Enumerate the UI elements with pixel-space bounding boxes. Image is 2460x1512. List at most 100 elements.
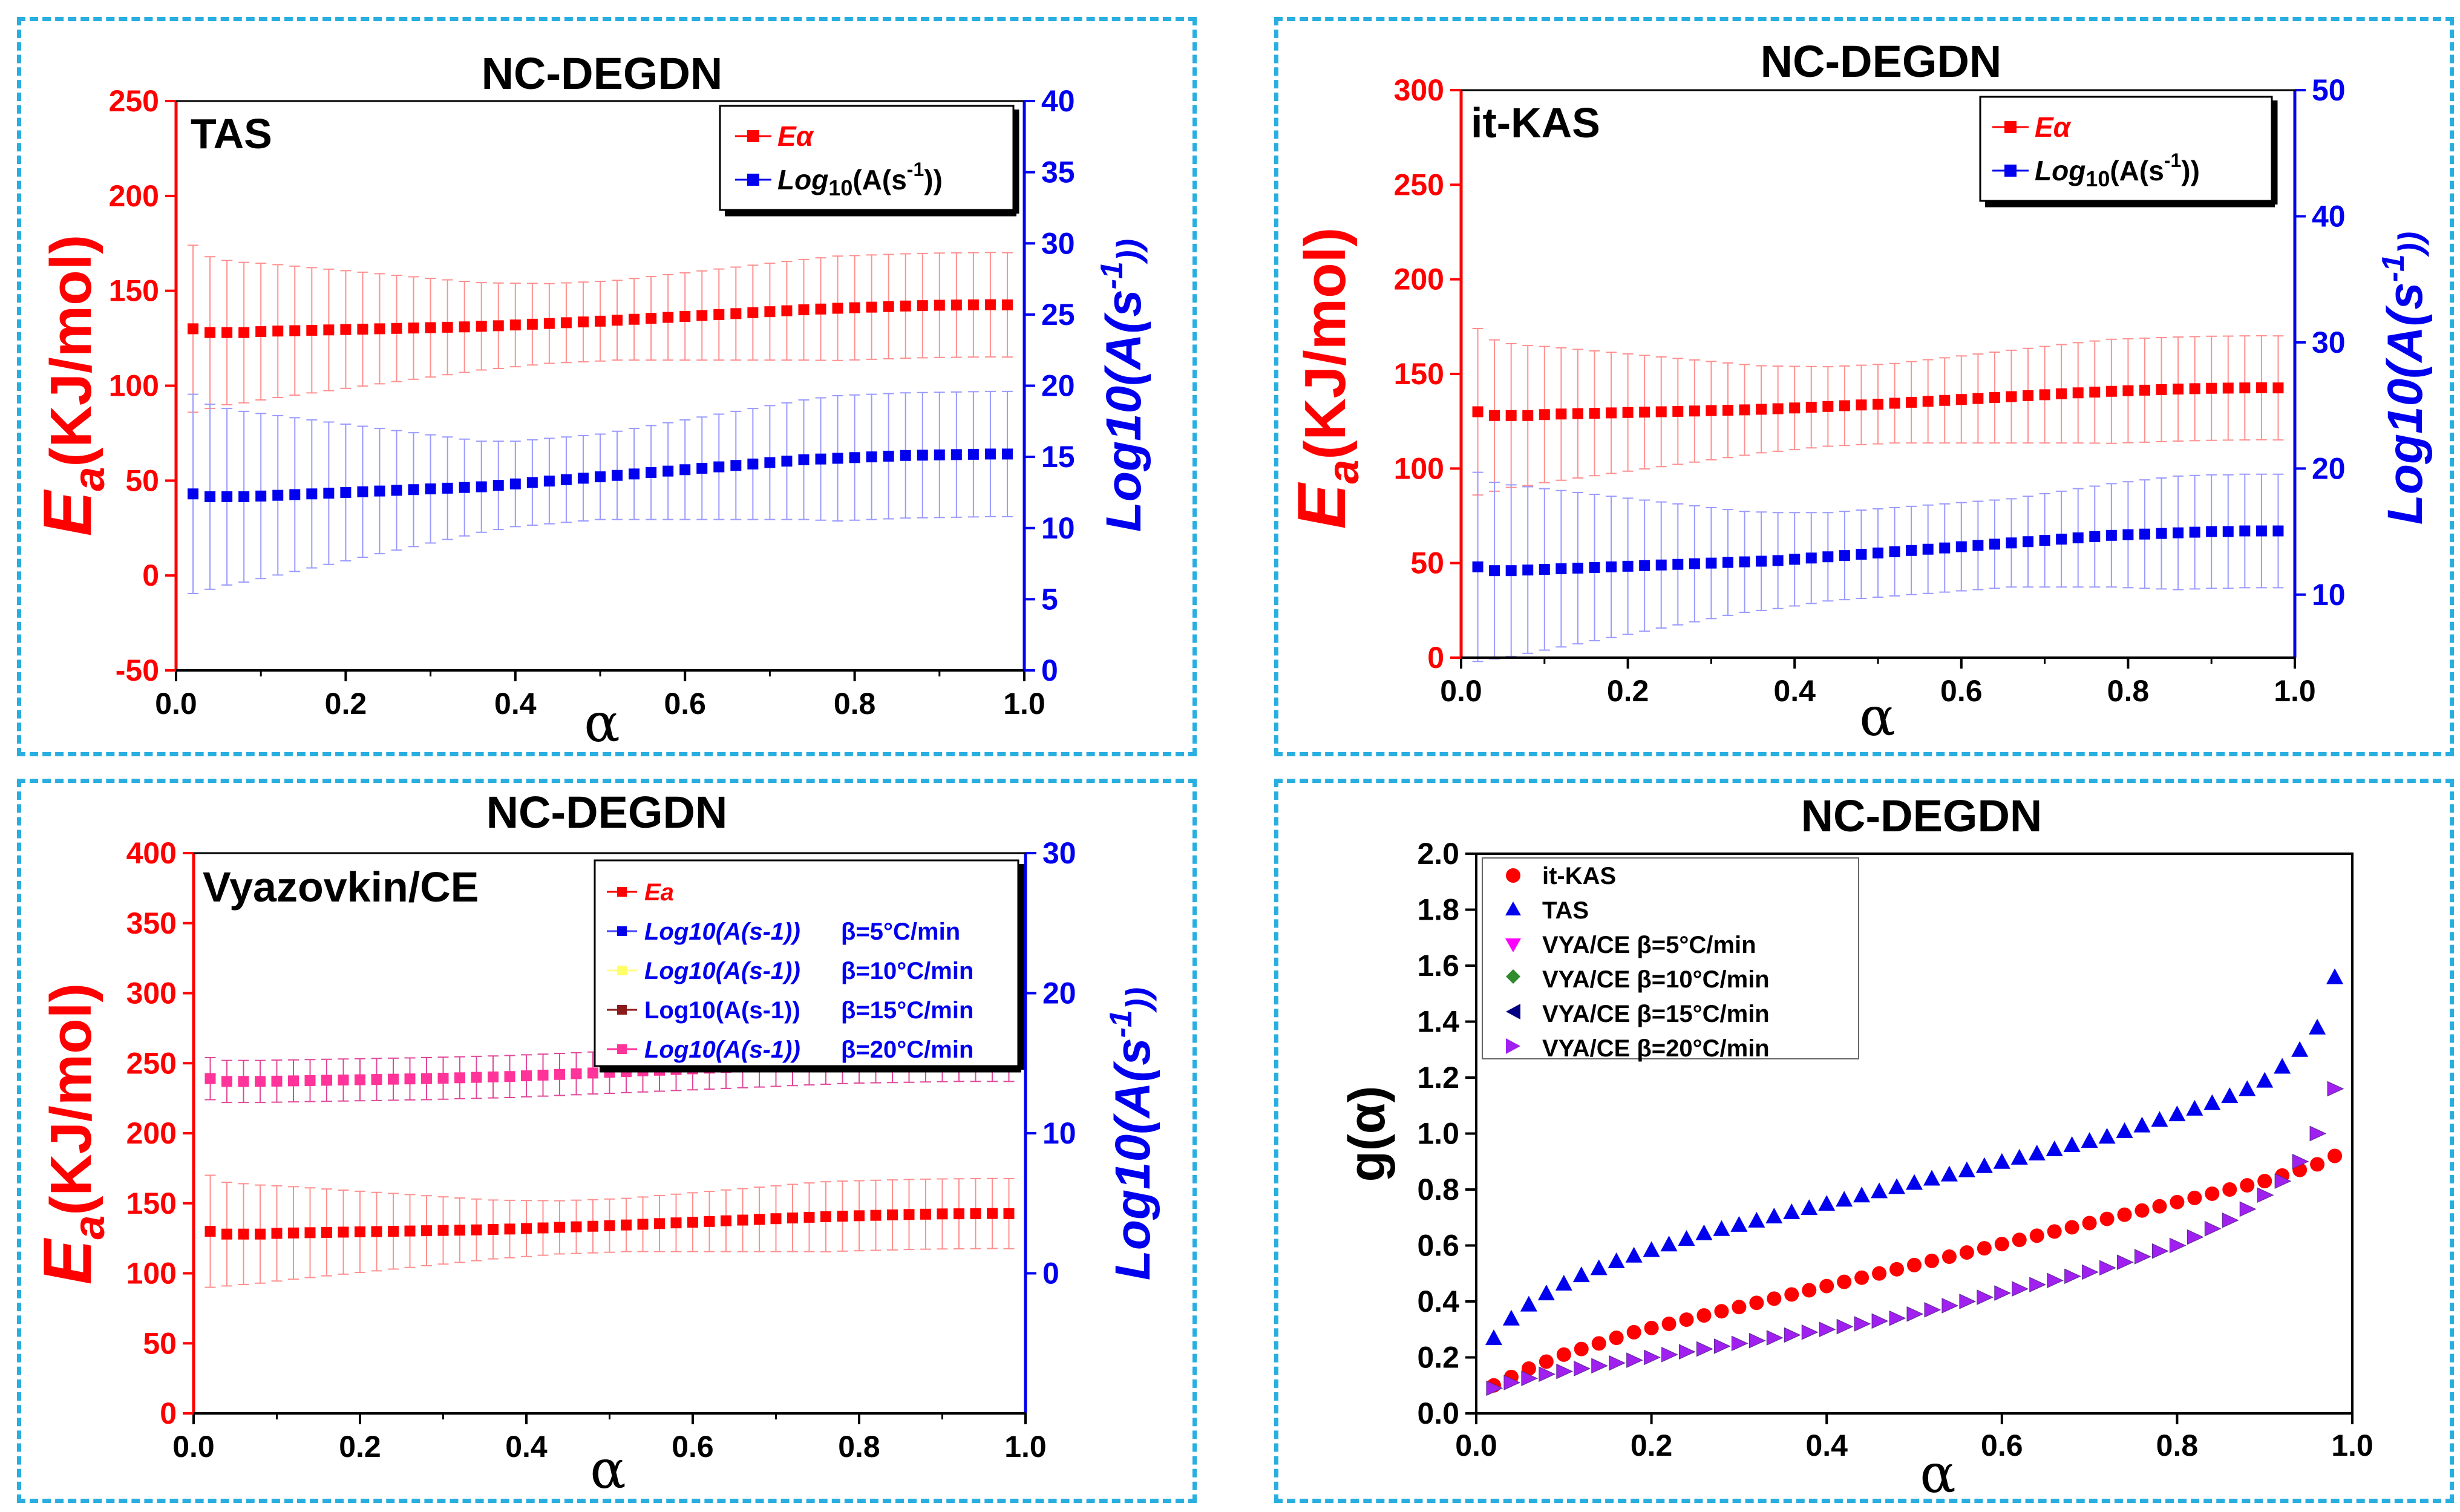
data-point-triangle-right <box>1521 1370 1539 1386</box>
data-point <box>1672 405 1684 417</box>
data-point-triangle <box>1765 1207 1783 1223</box>
data-point <box>304 1227 316 1239</box>
data-point <box>621 1219 632 1231</box>
data-point <box>1856 399 1867 411</box>
y-right-tick-label: 5 <box>1041 582 1058 616</box>
y-right-tick-label: 30 <box>2312 326 2346 359</box>
data-point <box>504 1071 515 1082</box>
data-point <box>832 453 843 464</box>
data-point <box>188 323 199 335</box>
y-right-tick-label: 0 <box>1042 1257 1059 1291</box>
data-point-triangle <box>1836 1191 1853 1207</box>
data-point <box>391 485 402 496</box>
data-point <box>1756 555 1767 567</box>
data-point-triangle-right <box>1661 1347 1678 1363</box>
data-point <box>1706 405 1717 416</box>
data-point <box>2122 529 2134 540</box>
data-point <box>2023 536 2034 548</box>
data-point <box>849 302 860 313</box>
data-point-circle <box>1907 1257 1922 1272</box>
data-point-triangle-right <box>1591 1358 1608 1374</box>
x-tick-label: 0.8 <box>2156 1429 2199 1462</box>
data-point <box>321 1226 332 1238</box>
y-right-tick-label: 0 <box>1041 653 1058 687</box>
y-left-tick-label: 0 <box>160 1396 177 1430</box>
chart-title: NC-DEGDN <box>482 48 723 99</box>
data-point-triangle <box>1923 1170 1940 1186</box>
data-point <box>747 307 759 318</box>
x-tick-label: 0.4 <box>1805 1429 1848 1462</box>
data-point <box>595 315 606 327</box>
data-point <box>408 322 419 334</box>
data-point-circle <box>1714 1304 1729 1319</box>
data-point-triangle <box>1748 1211 1765 1228</box>
data-point-triangle-right <box>2064 1268 2081 1285</box>
data-point <box>629 313 640 325</box>
data-point <box>2189 526 2200 538</box>
y-left-tick-label: 0 <box>1427 641 1444 675</box>
y-right-tick-label: 15 <box>1041 440 1075 474</box>
data-point <box>355 1074 365 1085</box>
y-right-tick-label: 35 <box>1041 155 1075 189</box>
y-axis-label-left: Ea(KJ/mol) <box>1284 227 1368 529</box>
data-point-triangle <box>1608 1252 1625 1268</box>
y-axis-label-right: Log10(A(s-1)) <box>2376 232 2433 525</box>
legend-label: Eα <box>777 120 815 152</box>
data-point-circle <box>1626 1324 1641 1340</box>
data-point <box>1505 410 1517 421</box>
x-tick-label: 0.4 <box>505 1430 548 1464</box>
data-point <box>471 1224 482 1235</box>
data-point <box>2006 537 2017 549</box>
data-point-triangle-right <box>1679 1344 1696 1360</box>
data-point <box>1822 551 1834 563</box>
data-point <box>437 1225 449 1236</box>
data-point <box>604 1220 615 1231</box>
data-point <box>2272 525 2284 537</box>
y-left-tick-label: 100 <box>126 1257 177 1291</box>
data-point <box>323 488 335 499</box>
data-point-circle <box>2099 1211 2115 1226</box>
panel-vyazovkin: NC-DEGDN 0.0 0.2 0.4 0.6 0.8 1.0 0 50 100 150 200 2… <box>17 779 1197 1503</box>
y-right-tick-label: 30 <box>1041 226 1075 260</box>
data-point <box>526 477 538 488</box>
data-point <box>2206 526 2217 537</box>
y-left-tick-label: 0 <box>142 558 159 592</box>
x-axis-label: α <box>584 692 620 754</box>
data-point-circle <box>1696 1308 1712 1323</box>
data-point <box>747 458 759 470</box>
data-point-triangle-right <box>2274 1173 2292 1189</box>
data-point-circle <box>1732 1300 1747 1315</box>
data-point-circle <box>1679 1312 1694 1327</box>
y-right-tick-label: 10 <box>1041 511 1075 545</box>
legend-marker-triangle-right <box>1506 1038 1520 1054</box>
y-left-tick-label: 200 <box>1394 263 1444 296</box>
legend-beta: β=5°C/min <box>841 918 960 945</box>
data-point <box>543 476 555 487</box>
data-point-triangle <box>2186 1099 2203 1116</box>
x-axis-label: α <box>1920 1442 1955 1505</box>
data-point <box>204 491 216 502</box>
data-point <box>934 299 945 311</box>
data-point-triangle <box>2168 1105 2186 1122</box>
data-point <box>2139 528 2150 540</box>
data-point-triangle-right <box>1871 1313 1889 1329</box>
data-point-triangle <box>2203 1094 2221 1110</box>
data-point-triangle <box>1818 1195 1836 1211</box>
x-tick-label: 0.8 <box>834 687 876 721</box>
data-point <box>374 485 385 497</box>
data-point-triangle-right <box>1539 1366 1556 1383</box>
data-point-triangle-right <box>1924 1302 1942 1318</box>
data-point <box>221 491 233 502</box>
data-point-triangle-right <box>1748 1332 1766 1349</box>
data-point <box>781 456 793 467</box>
x-tick-label: 1.0 <box>2331 1429 2373 1462</box>
data-point-triangle <box>2028 1144 2046 1160</box>
data-point <box>454 1225 465 1236</box>
data-point <box>2256 525 2267 537</box>
y-left-tick-label: 100 <box>109 369 159 403</box>
x-axis-label: α <box>590 1438 626 1501</box>
y-right-tick-label: 20 <box>2312 451 2346 485</box>
data-point <box>471 1072 482 1083</box>
data-point-triangle-right <box>2309 1125 2327 1142</box>
data-point-circle <box>1644 1320 1659 1335</box>
